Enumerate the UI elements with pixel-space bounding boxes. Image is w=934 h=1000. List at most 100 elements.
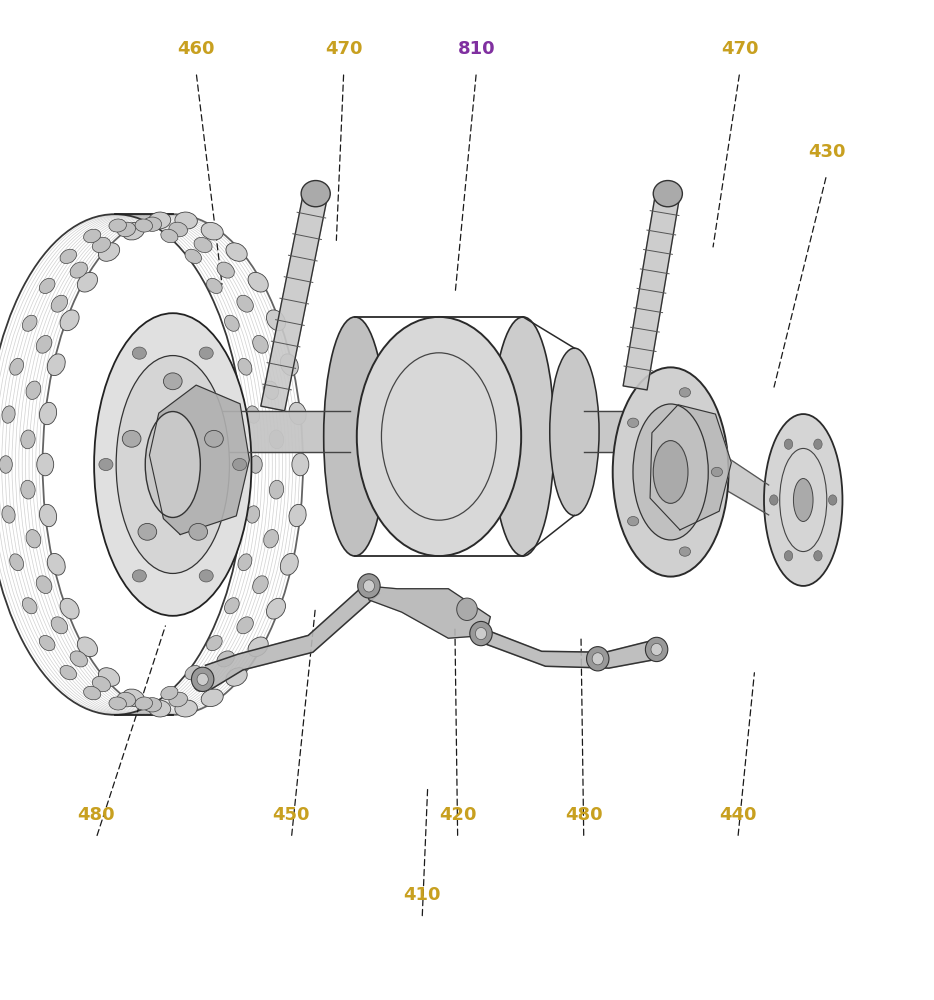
Ellipse shape (248, 637, 268, 657)
Ellipse shape (249, 456, 262, 473)
Ellipse shape (794, 479, 813, 521)
Ellipse shape (653, 181, 683, 207)
Ellipse shape (645, 637, 668, 662)
Ellipse shape (301, 181, 331, 207)
Ellipse shape (194, 676, 212, 692)
Ellipse shape (238, 554, 252, 571)
Ellipse shape (138, 523, 157, 540)
Ellipse shape (70, 651, 88, 667)
Ellipse shape (83, 686, 101, 700)
Ellipse shape (60, 310, 79, 331)
Ellipse shape (98, 243, 120, 261)
Ellipse shape (117, 692, 135, 707)
Ellipse shape (237, 295, 253, 312)
Text: 450: 450 (273, 806, 310, 824)
Ellipse shape (0, 456, 12, 473)
Polygon shape (366, 586, 490, 638)
Ellipse shape (189, 523, 207, 540)
Ellipse shape (51, 295, 67, 312)
Polygon shape (650, 405, 731, 530)
Text: 470: 470 (325, 40, 362, 58)
Ellipse shape (470, 621, 492, 646)
Ellipse shape (133, 347, 147, 359)
Ellipse shape (122, 430, 141, 447)
Text: 460: 460 (177, 40, 215, 58)
Ellipse shape (51, 617, 67, 634)
Ellipse shape (238, 358, 252, 375)
Text: 480: 480 (565, 806, 602, 824)
Ellipse shape (21, 430, 35, 449)
Ellipse shape (263, 530, 278, 548)
Ellipse shape (201, 222, 223, 240)
Ellipse shape (814, 439, 822, 449)
Ellipse shape (39, 635, 55, 651)
Ellipse shape (289, 402, 306, 425)
Ellipse shape (764, 414, 842, 586)
Ellipse shape (92, 676, 110, 692)
Ellipse shape (679, 388, 690, 397)
Ellipse shape (358, 574, 380, 598)
Ellipse shape (201, 689, 223, 707)
Ellipse shape (613, 367, 729, 577)
Ellipse shape (224, 315, 239, 331)
Ellipse shape (263, 381, 278, 399)
Polygon shape (623, 192, 680, 390)
Text: 410: 410 (403, 886, 441, 904)
Ellipse shape (39, 504, 57, 527)
Ellipse shape (206, 635, 222, 651)
Ellipse shape (233, 458, 247, 471)
Ellipse shape (651, 643, 662, 656)
Ellipse shape (48, 553, 65, 575)
Ellipse shape (679, 547, 690, 556)
Ellipse shape (492, 317, 554, 556)
Ellipse shape (83, 229, 101, 243)
Ellipse shape (98, 668, 120, 686)
Ellipse shape (199, 347, 213, 359)
Ellipse shape (457, 598, 477, 620)
Ellipse shape (92, 237, 110, 253)
Ellipse shape (133, 570, 147, 582)
Ellipse shape (2, 506, 15, 523)
Ellipse shape (48, 354, 65, 376)
Ellipse shape (161, 686, 178, 700)
Polygon shape (261, 191, 328, 411)
Ellipse shape (149, 700, 171, 717)
Ellipse shape (253, 335, 268, 353)
Ellipse shape (475, 627, 487, 640)
Text: 440: 440 (719, 806, 757, 824)
Ellipse shape (117, 222, 135, 237)
Ellipse shape (289, 504, 306, 527)
Ellipse shape (36, 576, 51, 594)
Ellipse shape (169, 222, 188, 237)
Ellipse shape (9, 358, 23, 375)
Ellipse shape (770, 495, 778, 505)
Ellipse shape (292, 453, 309, 476)
Ellipse shape (217, 262, 234, 278)
Ellipse shape (109, 219, 126, 232)
Ellipse shape (143, 217, 162, 231)
Ellipse shape (26, 530, 41, 548)
Ellipse shape (36, 335, 51, 353)
Ellipse shape (60, 249, 77, 264)
Ellipse shape (633, 404, 708, 540)
Ellipse shape (191, 667, 214, 691)
Ellipse shape (324, 317, 386, 556)
Ellipse shape (248, 272, 268, 292)
Ellipse shape (197, 673, 208, 685)
Ellipse shape (78, 272, 97, 292)
Ellipse shape (357, 317, 521, 556)
Ellipse shape (828, 495, 837, 505)
Ellipse shape (628, 418, 639, 427)
Ellipse shape (185, 249, 202, 264)
Ellipse shape (814, 551, 822, 561)
Ellipse shape (628, 516, 639, 526)
Ellipse shape (550, 348, 599, 516)
Ellipse shape (163, 373, 182, 390)
Ellipse shape (587, 647, 609, 671)
Text: 480: 480 (78, 806, 115, 824)
Ellipse shape (194, 237, 212, 253)
Ellipse shape (135, 219, 152, 232)
Ellipse shape (280, 354, 298, 376)
Text: 810: 810 (458, 40, 495, 58)
Ellipse shape (122, 222, 145, 240)
